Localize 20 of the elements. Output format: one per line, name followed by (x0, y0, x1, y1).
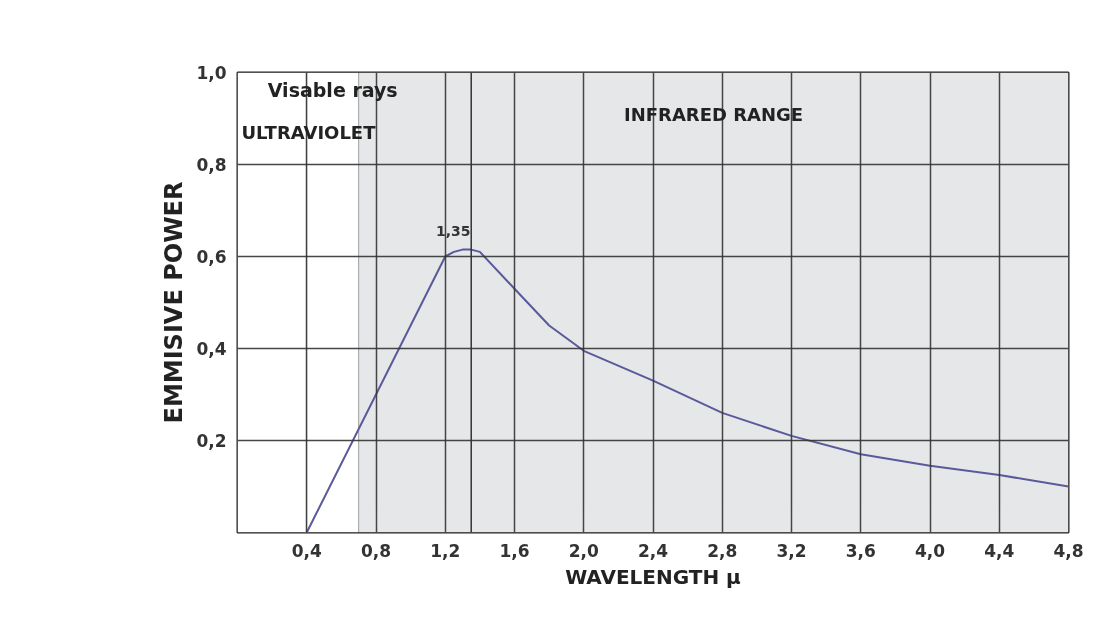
x-axis-title: WAVELENGTH μ (565, 564, 742, 589)
x-tick-label: 2,4 (637, 540, 669, 561)
y-tick-label: 0,2 (196, 431, 227, 451)
line-series (305, 248, 1069, 533)
x-tick-label: 1,2 (430, 540, 461, 561)
y-tick-label: 1,0 (196, 63, 227, 83)
x-tick-label: 1,6 (499, 540, 530, 561)
y-tick-label: 0,6 (196, 247, 227, 267)
x-tick-label: 4,0 (914, 540, 946, 561)
x-tick-label: 0,8 (360, 540, 392, 561)
x-tick-label: 2,8 (707, 540, 738, 561)
y-tick-label: 0,4 (196, 339, 227, 359)
x-tick-label: 3,2 (776, 540, 807, 561)
y-tick-label: 0,8 (196, 155, 227, 175)
x-tick-label: 2,0 (568, 540, 599, 561)
x-tick-label: 4,8 (1053, 540, 1084, 561)
x-tick-label: 3,6 (845, 540, 876, 561)
x-tick-label: 0,4 (291, 540, 322, 561)
x-tick-label: 4,4 (984, 540, 1015, 561)
y-axis-title: EMMISIVE POWER (160, 181, 189, 424)
